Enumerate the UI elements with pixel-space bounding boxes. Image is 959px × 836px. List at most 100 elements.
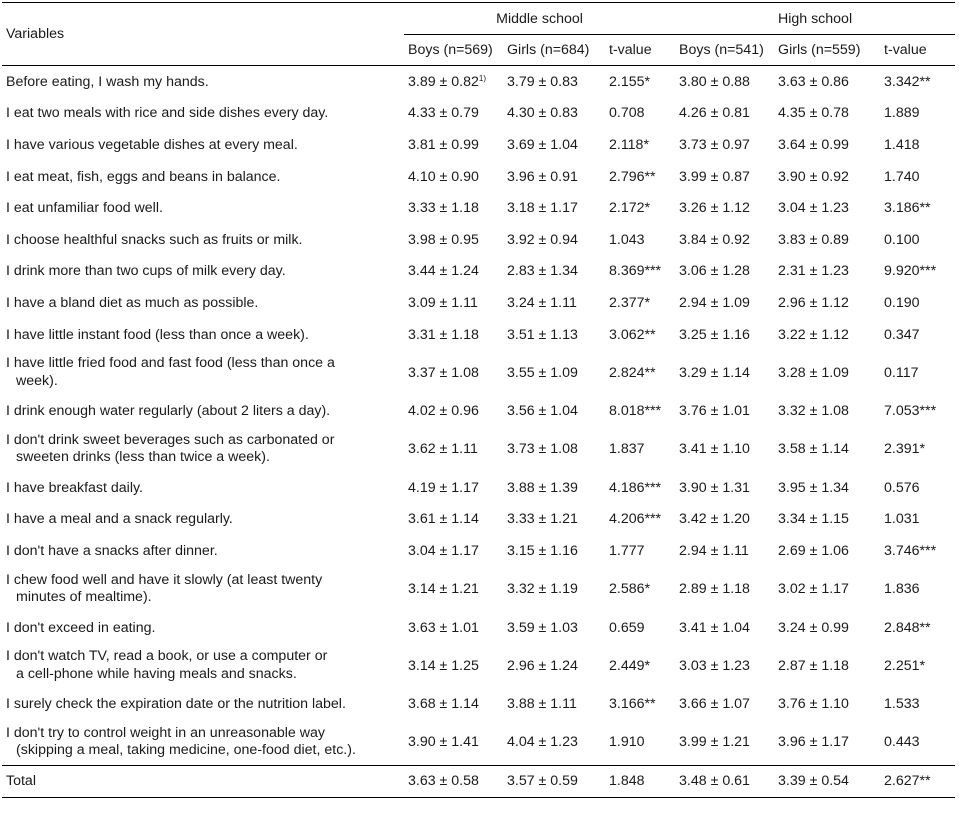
total-ms-girls: 3.57 ± 0.59 — [503, 764, 605, 798]
value-cell-hs-boys: 3.42 ± 1.20 — [675, 504, 774, 536]
value-text: 3.76 ± 1.10 — [778, 696, 849, 713]
value-cell-ms-boys: 4.02 ± 0.96 — [404, 395, 503, 427]
value-text: 8.369*** — [609, 263, 662, 280]
value-text: 3.26 ± 1.12 — [679, 200, 750, 217]
variable-cell: I surely check the expiration date or th… — [2, 688, 404, 720]
value-cell-ms-t-value: 2.377* — [605, 287, 675, 319]
value-cell-ms-girls: 3.96 ± 0.91 — [503, 161, 605, 193]
variable-cell: Before eating, I wash my hands. — [2, 66, 404, 98]
value-cell-ms-girls: 3.15 ± 1.16 — [503, 535, 605, 567]
value-text: 2.848** — [884, 619, 931, 636]
value-cell-ms-girls: 3.73 ± 1.08 — [503, 427, 605, 472]
value-text: 4.186*** — [609, 479, 662, 496]
value-cell-ms-t-value: 1.043 — [605, 224, 675, 256]
value-text: 1.889 — [884, 105, 920, 122]
value-cell-ms-boys: 3.89 ± 0.821) — [404, 66, 503, 98]
value-text: 3.76 ± 1.01 — [679, 403, 750, 420]
value-text: 3.84 ± 0.92 — [679, 231, 750, 248]
table-row: I have a meal and a snack regularly. 3.61… — [2, 504, 955, 536]
value-cell-hs-t-value: 3.746*** — [880, 535, 955, 567]
value-text: 3.41 ± 1.10 — [679, 441, 750, 458]
value-cell-ms-girls: 3.32 ± 1.19 — [503, 567, 605, 612]
value-text: 0.443 — [884, 734, 920, 751]
variable-cell: I eat two meals with rice and side dishe… — [2, 98, 404, 130]
value-text: 3.14 ± 1.21 — [408, 581, 479, 598]
table-row: I don't try to control weight in an unre… — [2, 720, 955, 766]
value-cell-hs-boys: 3.90 ± 1.31 — [675, 472, 774, 504]
value-text: 3.41 ± 1.04 — [679, 619, 750, 636]
value-text: 1.031 — [884, 511, 920, 528]
value-cell-ms-boys: 3.98 ± 0.95 — [404, 224, 503, 256]
variable-text-line: I eat two meals with rice and side dishe… — [6, 105, 329, 122]
value-text: 3.24 ± 0.99 — [778, 619, 849, 636]
value-cell-ms-boys: 4.10 ± 0.90 — [404, 161, 503, 193]
value-text: 3.166** — [609, 696, 656, 713]
value-cell-ms-t-value: 4.186*** — [605, 472, 675, 504]
value-text: 3.80 ± 0.88 — [679, 73, 750, 90]
value-text: 0.190 — [884, 294, 920, 311]
variable-cell: I have a bland diet as much as possible. — [2, 287, 404, 319]
value-cell-hs-t-value: 3.342** — [880, 66, 955, 98]
variable-text-line: I have little instant food (less than on… — [6, 326, 309, 343]
value-cell-hs-girls: 4.35 ± 0.78 — [774, 98, 880, 130]
value-text: 3.89 ± 0.82 — [408, 73, 479, 90]
variable-cell: I drink more than two cups of milk every… — [2, 256, 404, 288]
value-cell-ms-girls: 2.83 ± 1.34 — [503, 256, 605, 288]
value-cell-hs-boys: 3.84 ± 0.92 — [675, 224, 774, 256]
variable-text-line: I have various vegetable dishes at every… — [6, 136, 298, 153]
variable-text-line: I have breakfast daily. — [6, 479, 143, 496]
value-text: 0.576 — [884, 479, 920, 496]
value-cell-ms-t-value: 2.824** — [605, 350, 675, 395]
value-cell-ms-boys: 3.81 ± 0.99 — [404, 129, 503, 161]
table-row: I have a bland diet as much as possible.… — [2, 287, 955, 319]
value-text: 1.533 — [884, 696, 920, 713]
value-text: 2.83 ± 1.34 — [507, 263, 578, 280]
value-text: 3.02 ± 1.17 — [778, 581, 849, 598]
value-cell-hs-t-value: 2.848** — [880, 612, 955, 644]
value-text: 3.03 ± 1.23 — [679, 657, 750, 674]
table-row: I eat unfamiliar food well. 3.33 ± 1.18 3.… — [2, 192, 955, 224]
value-text: 3.88 ± 1.39 — [507, 479, 578, 496]
value-text: 3.22 ± 1.12 — [778, 326, 849, 343]
value-cell-hs-t-value: 0.190 — [880, 287, 955, 319]
value-cell-ms-t-value: 2.796** — [605, 161, 675, 193]
value-text: 3.59 ± 1.03 — [507, 619, 578, 636]
value-text: 3.55 ± 1.09 — [507, 364, 578, 381]
value-cell-ms-girls: 3.88 ± 1.39 — [503, 472, 605, 504]
value-cell-hs-boys: 3.99 ± 1.21 — [675, 720, 774, 766]
value-cell-hs-girls: 3.24 ± 0.99 — [774, 612, 880, 644]
value-text: 3.99 ± 1.21 — [679, 734, 750, 751]
table-row: I drink more than two cups of milk every… — [2, 256, 955, 288]
subhead-hs-boys: Boys (n=541) — [675, 34, 775, 66]
value-text: 3.56 ± 1.04 — [507, 403, 578, 420]
variable-text-line: Before eating, I wash my hands. — [6, 73, 209, 90]
value-text: 8.018*** — [609, 403, 662, 420]
value-cell-hs-boys: 3.26 ± 1.12 — [675, 192, 774, 224]
value-cell-hs-boys: 3.29 ± 1.14 — [675, 350, 774, 395]
value-cell-ms-t-value: 1.910 — [605, 720, 675, 766]
value-text: 2.96 ± 1.24 — [507, 657, 578, 674]
value-text: 9.920*** — [884, 263, 937, 280]
value-cell-ms-t-value: 8.018*** — [605, 395, 675, 427]
value-text: 3.61 ± 1.14 — [408, 511, 479, 528]
value-text: 1.910 — [609, 734, 645, 751]
value-text: 3.28 ± 1.09 — [778, 364, 849, 381]
variable-text-line: I have a meal and a snack regularly. — [6, 511, 233, 528]
table-row: I chew food well and have it slowly (at … — [2, 567, 955, 612]
value-cell-ms-girls: 3.69 ± 1.04 — [503, 129, 605, 161]
value-text: 3.83 ± 0.89 — [778, 231, 849, 248]
variable-text-line: I have a bland diet as much as possible. — [6, 294, 259, 311]
value-text: 1.836 — [884, 581, 920, 598]
value-cell-hs-t-value: 1.836 — [880, 567, 955, 612]
value-cell-hs-girls: 3.76 ± 1.10 — [774, 688, 880, 720]
value-cell-ms-t-value: 0.708 — [605, 98, 675, 130]
value-cell-ms-girls: 2.96 ± 1.24 — [503, 643, 605, 688]
total-hs-boys: 3.48 ± 0.61 — [675, 764, 775, 798]
value-cell-hs-boys: 2.94 ± 1.09 — [675, 287, 774, 319]
value-cell-ms-girls: 3.79 ± 0.83 — [503, 66, 605, 98]
value-cell-ms-boys: 3.62 ± 1.11 — [404, 427, 503, 472]
value-cell-ms-boys: 3.14 ± 1.25 — [404, 643, 503, 688]
value-cell-hs-t-value: 3.186** — [880, 192, 955, 224]
table-row: I have little fried food and fast food (… — [2, 350, 955, 395]
value-text: 3.04 ± 1.23 — [778, 200, 849, 217]
